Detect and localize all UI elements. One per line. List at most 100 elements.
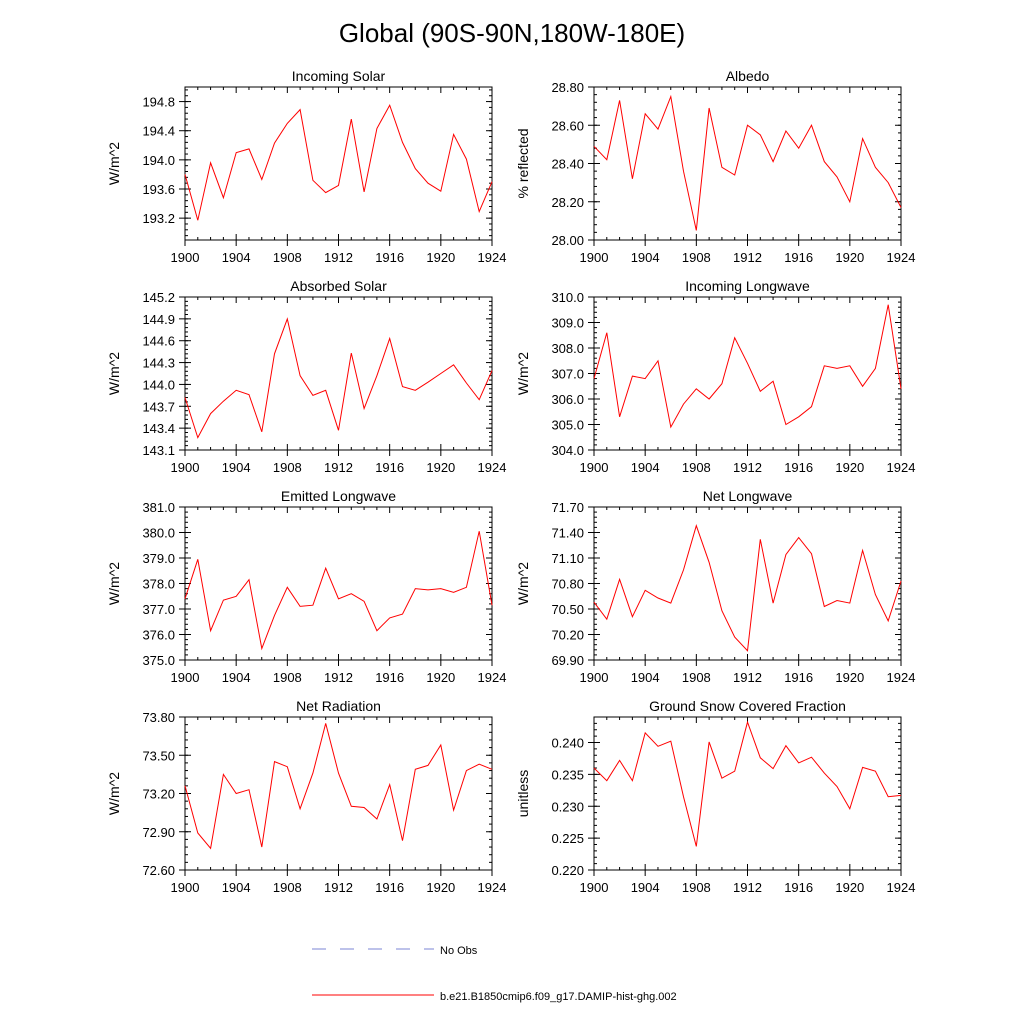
x-tick-label: 1920 (835, 670, 864, 685)
y-tick-label: 194.4 (142, 124, 175, 139)
y-tick-label: 144.6 (142, 334, 175, 349)
panel-title: Emitted Longwave (281, 488, 396, 504)
x-tick-label: 1924 (478, 880, 507, 895)
y-tick-label: 310.0 (551, 290, 584, 305)
x-tick-label: 1900 (580, 670, 609, 685)
panel-grid: Incoming Solar W/m^2 1900 1904 1908 1912 1916 1… (106, 68, 915, 895)
x-tick-label: 1912 (324, 460, 353, 475)
y-tick-label: 143.4 (142, 421, 175, 436)
y-tick-label: 377.0 (142, 602, 175, 617)
y-tick-label: 71.70 (551, 500, 584, 515)
y-tick-label: 378.0 (142, 577, 175, 592)
y-tick-label: 143.1 (142, 443, 175, 458)
y-tick-label: 304.0 (551, 443, 584, 458)
x-tick-label: 1908 (682, 670, 711, 685)
x-tick-label: 1920 (835, 250, 864, 265)
y-tick-label: 305.0 (551, 418, 584, 433)
y-tick-label: 144.0 (142, 377, 175, 392)
x-tick-label: 1912 (733, 460, 762, 475)
x-tick-label: 1908 (273, 880, 302, 895)
y-axis-label: W/m^2 (106, 142, 122, 185)
panel-title: Absorbed Solar (290, 278, 387, 294)
y-tick-label: 143.7 (142, 399, 175, 414)
y-tick-label: 309.0 (551, 316, 584, 331)
panel-incoming-longwave: Incoming Longwave W/m^2 1900 1904 1908 1912 19… (515, 278, 915, 475)
plot-frame (184, 296, 493, 451)
x-tick-label: 1916 (784, 460, 813, 475)
x-tick-label: 1920 (835, 460, 864, 475)
x-tick-label: 1908 (682, 460, 711, 475)
y-tick-label: 193.2 (142, 211, 175, 226)
y-tick-label: 145.2 (142, 290, 175, 305)
x-tick-label: 1912 (733, 670, 762, 685)
x-tick-label: 1904 (222, 250, 251, 265)
series-line (184, 317, 493, 439)
x-tick-label: 1924 (478, 460, 507, 475)
x-tick-label: 1924 (887, 460, 916, 475)
x-tick-label: 1904 (631, 880, 660, 895)
panel-title: Net Radiation (296, 698, 381, 714)
y-tick-label: 70.20 (551, 628, 584, 643)
x-tick-label: 1924 (887, 880, 916, 895)
y-tick-label: 70.50 (551, 602, 584, 617)
series-line (593, 720, 902, 847)
y-axis-label: W/m^2 (515, 352, 531, 395)
y-tick-label: 28.20 (551, 195, 584, 210)
y-tick-label: 72.90 (142, 825, 175, 840)
panel-net-longwave: Net Longwave W/m^2 1900 1904 1908 1912 1916 192… (515, 488, 915, 685)
panel-title: Albedo (726, 68, 770, 84)
legend-obs-label: No Obs (440, 945, 478, 957)
y-tick-label: 375.0 (142, 653, 175, 668)
x-tick-label: 1908 (273, 250, 302, 265)
panel-title: Net Longwave (703, 488, 793, 504)
series-line (593, 304, 902, 429)
y-tick-label: 308.0 (551, 341, 584, 356)
page-title: Global (90S-90N,180W-180E) (339, 18, 685, 48)
y-tick-label: 69.90 (551, 653, 584, 668)
panel-title: Incoming Longwave (685, 278, 810, 294)
x-tick-label: 1920 (426, 460, 455, 475)
y-tick-label: 0.240 (551, 736, 584, 751)
x-tick-label: 1916 (784, 880, 813, 895)
y-tick-label: 28.40 (551, 157, 584, 172)
x-tick-label: 1908 (682, 250, 711, 265)
x-tick-label: 1900 (171, 250, 200, 265)
y-tick-label: 193.6 (142, 182, 175, 197)
y-tick-label: 28.80 (551, 80, 584, 95)
x-tick-label: 1900 (580, 460, 609, 475)
x-tick-label: 1912 (733, 880, 762, 895)
x-tick-label: 1900 (171, 670, 200, 685)
legend-model-label: b.e21.B1850cmip6.f09_g17.DAMIP-hist-ghg.… (440, 991, 677, 1003)
x-tick-label: 1904 (222, 880, 251, 895)
y-tick-label: 379.0 (142, 551, 175, 566)
x-tick-label: 1916 (784, 670, 813, 685)
x-tick-label: 1916 (375, 250, 404, 265)
series-line (593, 94, 902, 231)
panel-ground-snow-covered-fraction: Ground Snow Covered Fraction unitless 1900… (515, 698, 915, 895)
x-tick-label: 1900 (171, 460, 200, 475)
y-axis-label: W/m^2 (106, 772, 122, 815)
y-tick-label: 73.20 (142, 787, 175, 802)
y-axis-label: unitless (515, 770, 531, 817)
y-tick-label: 73.50 (142, 748, 175, 763)
panel-title: Ground Snow Covered Fraction (649, 698, 846, 714)
y-tick-label: 194.0 (142, 153, 175, 168)
x-tick-label: 1916 (375, 460, 404, 475)
x-tick-label: 1900 (580, 250, 609, 265)
legend: No Obs b.e21.B1850cmip6.f09_g17.DAMIP-hi… (312, 945, 677, 1003)
y-axis-label: W/m^2 (515, 562, 531, 605)
y-tick-label: 72.60 (142, 863, 175, 878)
x-tick-label: 1924 (478, 670, 507, 685)
x-tick-label: 1924 (887, 250, 916, 265)
y-axis-label: W/m^2 (106, 562, 122, 605)
plot-frame (184, 506, 493, 661)
y-tick-label: 144.9 (142, 312, 175, 327)
x-tick-label: 1920 (426, 250, 455, 265)
x-tick-label: 1900 (171, 880, 200, 895)
y-tick-label: 0.225 (551, 831, 584, 846)
x-tick-label: 1920 (426, 670, 455, 685)
x-tick-label: 1916 (784, 250, 813, 265)
y-tick-label: 380.0 (142, 526, 175, 541)
plot-frame (184, 716, 493, 871)
